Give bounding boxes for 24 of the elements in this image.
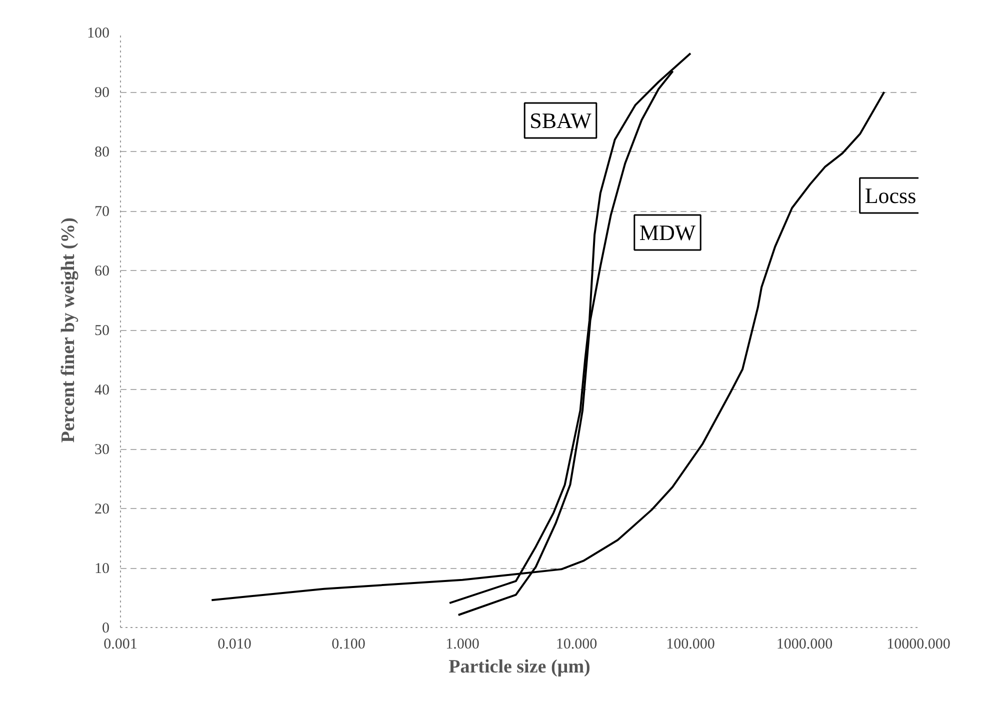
y-tick-label: 50 — [94, 323, 110, 339]
series-label: SBAW — [530, 108, 592, 133]
y-tick-label: 40 — [94, 382, 110, 398]
y-tick-label: 80 — [94, 144, 110, 160]
x-tick-label: 0.010 — [218, 636, 252, 652]
y-tick-label: 20 — [94, 502, 110, 518]
y-tick-label: 90 — [94, 85, 110, 101]
x-tick-label: 10000.000 — [886, 636, 950, 652]
x-tick-label: 0.100 — [332, 636, 366, 652]
x-tick-label: 1000.000 — [776, 636, 833, 652]
x-axis-title: Particle size (µm) — [448, 656, 590, 678]
x-tick-label: 0.001 — [104, 636, 138, 652]
series-label: MDW — [639, 220, 696, 245]
x-tick-label: 100.000 — [666, 636, 715, 652]
y-tick-label: 70 — [94, 204, 110, 220]
y-tick-label: 60 — [94, 264, 110, 280]
y-tick-label: 30 — [94, 442, 110, 458]
x-tick-label: 10.000 — [556, 636, 598, 652]
y-axis-title: Percent finer by weight (%) — [58, 218, 79, 443]
y-tick-label: 10 — [94, 561, 110, 577]
x-tick-label: 1.000 — [446, 636, 480, 652]
series-label: Locss — [864, 183, 916, 208]
y-tick-label: 0 — [102, 620, 110, 636]
y-tick-label: 100 — [87, 26, 110, 42]
